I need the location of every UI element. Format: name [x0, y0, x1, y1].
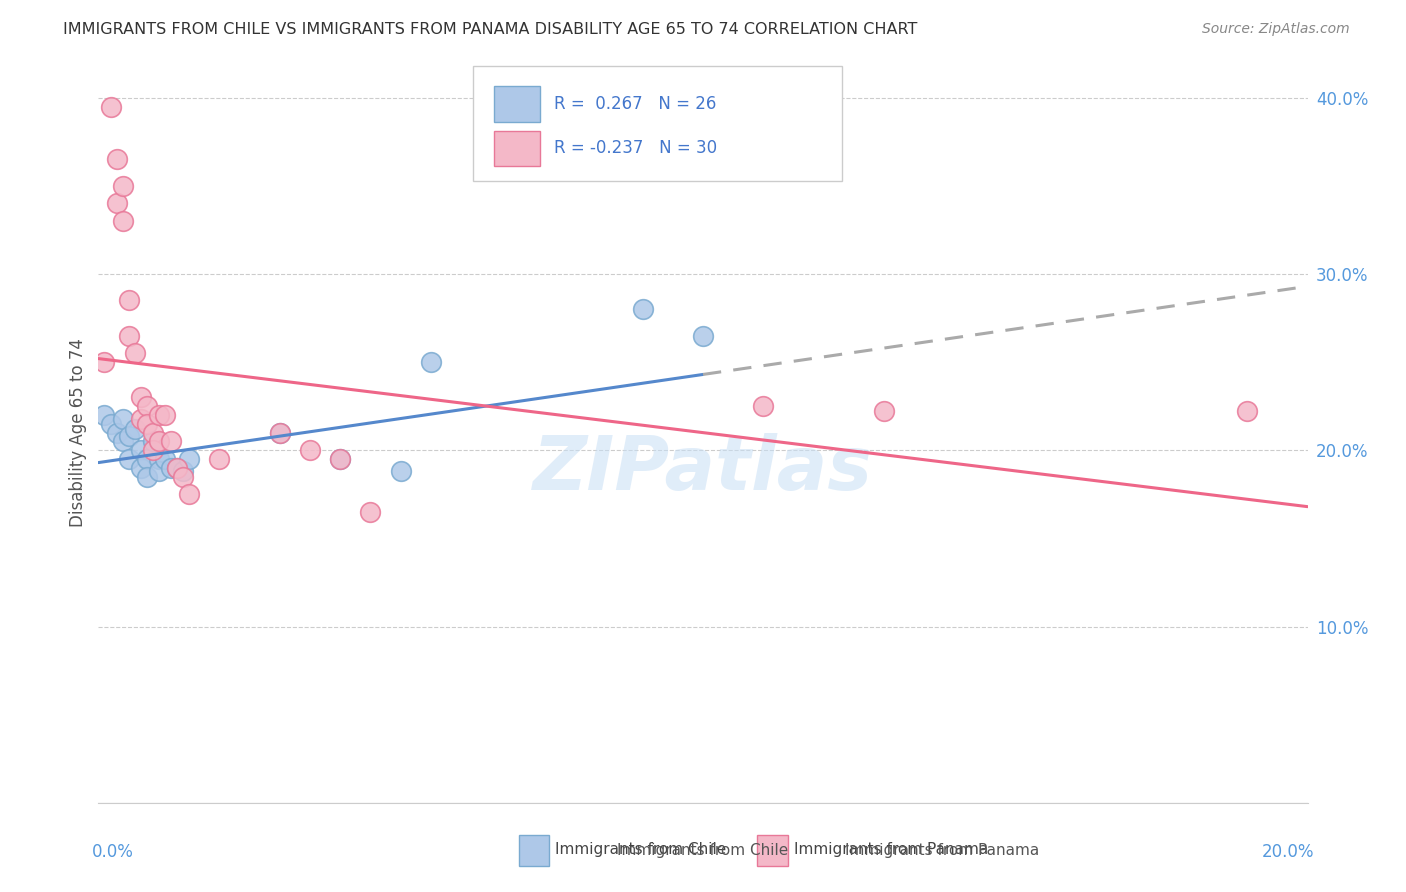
Point	[129, 443, 152, 458]
Point	[692, 328, 714, 343]
Point	[118, 429, 141, 443]
Point	[111, 178, 134, 193]
Y-axis label: Disability Age 65 to 74: Disability Age 65 to 74	[69, 338, 87, 527]
Text: Immigrants from Panama: Immigrants from Panama	[793, 842, 988, 857]
Point	[93, 355, 115, 369]
Text: 0.0%: 0.0%	[91, 843, 134, 861]
Point	[166, 461, 188, 475]
Point	[105, 425, 128, 440]
Point	[148, 452, 170, 467]
Point	[153, 452, 176, 467]
Point	[111, 411, 134, 425]
Text: Immigrants from Chile: Immigrants from Chile	[617, 843, 789, 858]
Text: IMMIGRANTS FROM CHILE VS IMMIGRANTS FROM PANAMA DISABILITY AGE 65 TO 74 CORRELAT: IMMIGRANTS FROM CHILE VS IMMIGRANTS FROM…	[63, 22, 918, 37]
Point	[360, 505, 382, 519]
Point	[93, 408, 115, 422]
Point	[166, 461, 188, 475]
Point	[135, 469, 157, 483]
Point	[179, 452, 201, 467]
Point	[172, 464, 194, 478]
Point	[420, 355, 443, 369]
Point	[148, 434, 170, 449]
Text: R =  0.267   N = 26: R = 0.267 N = 26	[554, 95, 717, 113]
Point	[752, 399, 775, 413]
Point	[160, 461, 183, 475]
Point	[208, 452, 231, 467]
FancyBboxPatch shape	[494, 130, 540, 166]
Point	[135, 452, 157, 467]
Text: R = -0.237   N = 30: R = -0.237 N = 30	[554, 139, 717, 157]
Point	[142, 443, 165, 458]
Text: ZIPatlas: ZIPatlas	[533, 434, 873, 506]
Point	[269, 425, 291, 440]
Point	[1236, 404, 1258, 418]
Point	[873, 404, 896, 418]
Point	[129, 411, 152, 425]
Point	[142, 425, 165, 440]
Point	[269, 425, 291, 440]
FancyBboxPatch shape	[519, 835, 550, 866]
FancyBboxPatch shape	[474, 66, 842, 181]
Point	[105, 153, 128, 167]
FancyBboxPatch shape	[758, 835, 787, 866]
Text: Immigrants from Panama: Immigrants from Panama	[845, 843, 1039, 858]
Point	[179, 487, 201, 501]
Point	[118, 328, 141, 343]
Point	[299, 443, 322, 458]
Point	[129, 461, 152, 475]
Point	[105, 196, 128, 211]
Point	[160, 434, 183, 449]
Point	[135, 417, 157, 431]
Point	[111, 214, 134, 228]
Point	[631, 302, 654, 317]
FancyBboxPatch shape	[494, 87, 540, 121]
Point	[148, 408, 170, 422]
Point	[148, 464, 170, 478]
Point	[124, 346, 146, 360]
Point	[135, 399, 157, 413]
Text: 20.0%: 20.0%	[1263, 843, 1315, 861]
Point	[142, 434, 165, 449]
Point	[129, 390, 152, 404]
Point	[118, 293, 141, 308]
Point	[100, 417, 122, 431]
Point	[100, 99, 122, 113]
Point	[329, 452, 352, 467]
Point	[124, 422, 146, 436]
Point	[118, 452, 141, 467]
Point	[389, 464, 412, 478]
Point	[329, 452, 352, 467]
Point	[153, 408, 176, 422]
Text: Source: ZipAtlas.com: Source: ZipAtlas.com	[1202, 22, 1350, 37]
Point	[172, 469, 194, 483]
Text: Immigrants from Chile: Immigrants from Chile	[555, 842, 727, 857]
Point	[111, 434, 134, 449]
